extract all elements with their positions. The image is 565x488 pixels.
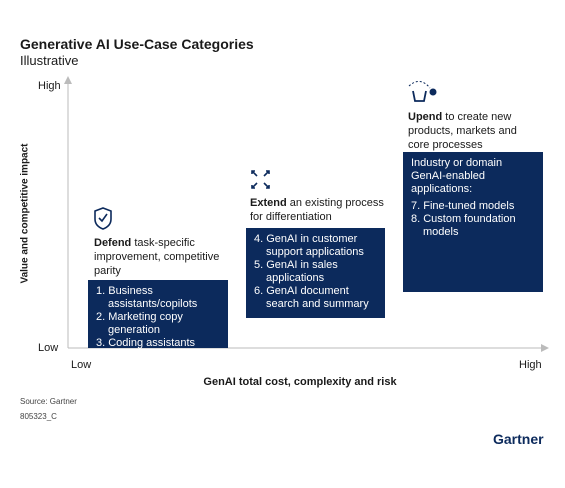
x-low: Low	[71, 359, 92, 371]
category-box: Industry or domain GenAI-enabled applica…	[403, 152, 543, 292]
y-axis-label: Value and competitive impact	[19, 143, 31, 284]
description: to create new products, markets and core…	[408, 111, 517, 151]
item: 1. Business assistants/copilots	[96, 285, 198, 310]
y-high: High	[38, 80, 61, 92]
y-low: Low	[38, 342, 59, 354]
source: Source: Gartner	[20, 397, 77, 406]
subtitle: Illustrative	[20, 53, 79, 68]
figure-id: 805323_C	[20, 412, 57, 421]
category-text: Defend task-specific improvement, compet…	[94, 236, 229, 278]
category-box: 1. Business assistants/copilots 2. Marke…	[88, 280, 228, 349]
description: task-specific improvement, competitive p…	[94, 237, 220, 277]
title: Generative AI Use-Case Categories	[20, 36, 254, 52]
keyword: Upend	[408, 111, 443, 123]
item: 2. Marketing copy generation	[96, 311, 183, 336]
item: 3. Coding assistants	[96, 337, 196, 349]
item: 8. Custom foundation models	[411, 213, 516, 238]
item: 5. GenAI in sales applications	[254, 259, 338, 284]
x-high: High	[519, 359, 542, 371]
item: 6. GenAI document search and summary	[254, 285, 369, 310]
keyword: Defend	[94, 237, 132, 249]
brand: Gartner	[493, 431, 544, 447]
category-text: Extend an existing process for different…	[250, 196, 390, 224]
box-heading: Industry or domain GenAI-enabled applica…	[411, 157, 503, 195]
item: 4. GenAI in customer support application…	[254, 233, 364, 258]
category-text: Upend to create new products, markets an…	[408, 110, 538, 152]
keyword: Extend	[250, 197, 287, 209]
category-box: 4. GenAI in customer support application…	[246, 228, 385, 318]
item: 7. Fine-tuned models	[411, 200, 515, 212]
description: an existing process for differentiation	[250, 197, 384, 223]
x-axis-label: GenAI total cost, complexity and risk	[203, 376, 397, 388]
